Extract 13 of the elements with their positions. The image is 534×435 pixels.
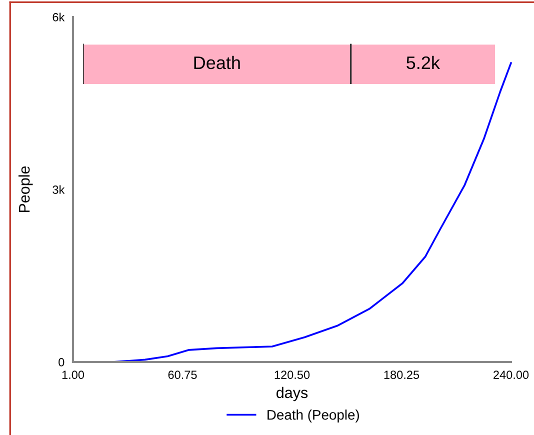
x-tick-label: 60.75 xyxy=(168,370,197,380)
x-tick-label: 120.50 xyxy=(274,370,310,380)
annotation: 5.2k xyxy=(406,56,440,70)
y-tick-label: 3k xyxy=(52,185,65,194)
y-axis-title: People xyxy=(18,166,33,212)
annotation: Death xyxy=(194,56,240,70)
y-tick-label: 6k xyxy=(52,12,65,22)
x-axis-title: days xyxy=(276,386,308,402)
x-tick-label: 1.00 xyxy=(62,370,84,380)
x-tick-label: 240.00 xyxy=(494,370,529,380)
x-tick-label: 180.25 xyxy=(384,370,420,380)
legend-label: Death (People) xyxy=(268,410,359,422)
y-tick-label: 0 xyxy=(58,358,64,366)
